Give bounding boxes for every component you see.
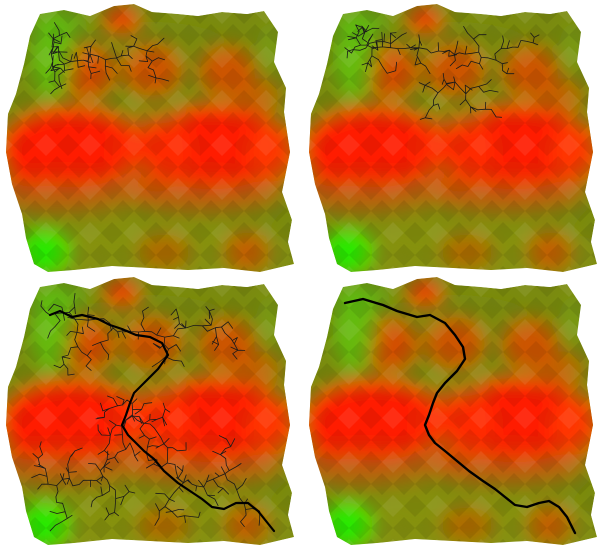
cost-blob bbox=[6, 390, 62, 460]
cost-terrain bbox=[6, 277, 294, 545]
cost-blob bbox=[538, 78, 582, 118]
cost-blob bbox=[309, 172, 435, 212]
cost-blob bbox=[104, 6, 140, 34]
cost-blob bbox=[407, 6, 443, 34]
cost-blob bbox=[333, 290, 377, 370]
cost-terrain bbox=[309, 277, 597, 545]
cost-blob bbox=[333, 17, 377, 97]
rrt-tree-edges bbox=[344, 24, 540, 75]
cost-terrain bbox=[6, 4, 294, 272]
cost-blob bbox=[309, 117, 365, 187]
cost-blob bbox=[27, 8, 87, 36]
cost-blob bbox=[330, 8, 390, 36]
cost-blob bbox=[6, 172, 132, 212]
cost-blob bbox=[420, 100, 490, 124]
cost-blob bbox=[425, 317, 485, 369]
rrt-tree-edges bbox=[418, 73, 502, 120]
cost-blob bbox=[550, 122, 597, 182]
final-solution-path bbox=[343, 297, 577, 535]
rrt-tree-edges bbox=[31, 414, 261, 532]
cost-blob bbox=[415, 112, 495, 192]
rrt-tree-edges bbox=[45, 33, 68, 95]
cost-blob bbox=[225, 505, 269, 545]
cost-terrain bbox=[309, 4, 597, 272]
cost-blob bbox=[235, 351, 279, 391]
cost-blob bbox=[390, 477, 440, 497]
cost-blob bbox=[117, 100, 187, 124]
cost-blob bbox=[425, 44, 485, 96]
cost-blob bbox=[122, 172, 282, 212]
panel-tree-growth-late bbox=[2, 275, 302, 545]
cost-blob bbox=[309, 445, 435, 485]
cost-blob bbox=[390, 204, 440, 224]
cost-blob bbox=[425, 172, 585, 212]
cost-blob bbox=[104, 279, 140, 307]
rrt-tree-edges bbox=[346, 25, 407, 59]
rrt-tree-edges bbox=[48, 22, 170, 89]
cost-blob bbox=[415, 385, 495, 465]
cost-blob bbox=[235, 78, 279, 118]
cost-blob bbox=[528, 232, 572, 272]
panel-final-path bbox=[305, 275, 605, 545]
cost-blob bbox=[528, 505, 572, 545]
cost-blob bbox=[550, 395, 597, 455]
cost-blob bbox=[122, 44, 182, 96]
partial-solution-path bbox=[48, 309, 276, 533]
cost-blob bbox=[87, 204, 137, 224]
cost-blob bbox=[309, 390, 365, 460]
cost-blob bbox=[441, 507, 493, 543]
cost-blob bbox=[112, 112, 192, 192]
cost-blob bbox=[425, 445, 585, 485]
cost-blob bbox=[122, 445, 282, 485]
cost-blob bbox=[247, 122, 294, 182]
cost-blob bbox=[6, 117, 62, 187]
cost-blob bbox=[225, 232, 269, 272]
cost-blob bbox=[538, 351, 582, 391]
cost-blob bbox=[407, 279, 443, 307]
terrain-map-svg bbox=[6, 277, 294, 545]
cost-blob bbox=[247, 395, 294, 455]
cost-blob bbox=[441, 234, 493, 270]
terrain-map-svg bbox=[309, 277, 597, 545]
cost-blob bbox=[138, 507, 190, 543]
panel-tree-growth-early bbox=[2, 2, 302, 272]
cost-blob bbox=[6, 445, 132, 485]
rrt-tree-edges bbox=[95, 395, 171, 461]
terrain-map-svg bbox=[309, 4, 597, 272]
panel-tree-growth-middle bbox=[305, 2, 605, 272]
terrain-map-svg bbox=[6, 4, 294, 272]
cost-blob bbox=[138, 234, 190, 270]
